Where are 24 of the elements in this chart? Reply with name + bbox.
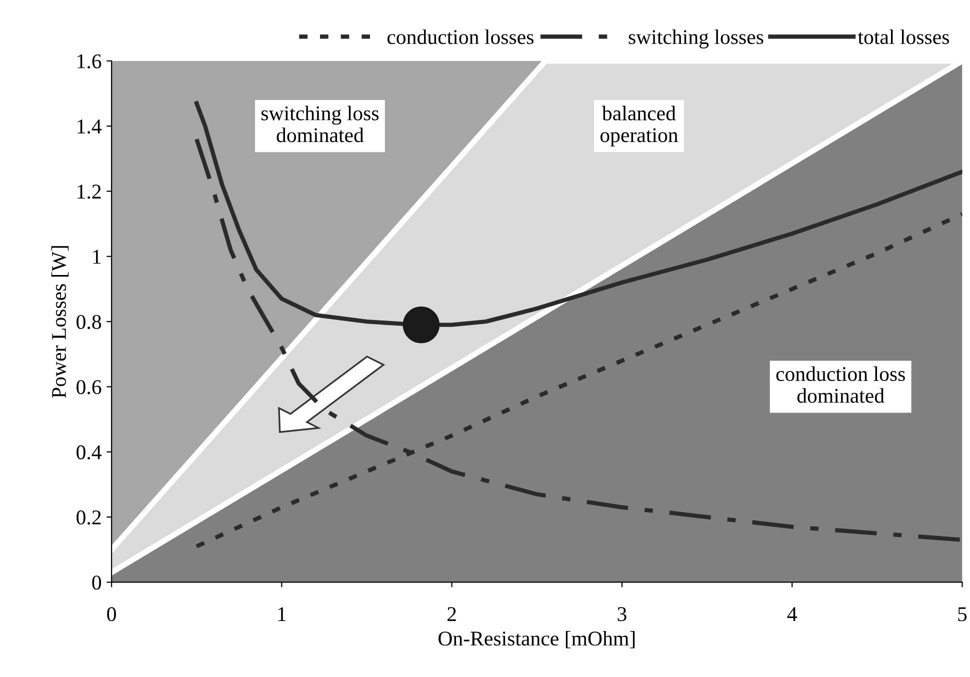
- legend-label: conduction losses: [387, 29, 534, 44]
- y-tick-label: 0: [92, 576, 102, 590]
- y-tick-label: 1.4: [78, 120, 102, 134]
- y-tick-label: 0.2: [76, 510, 101, 525]
- line-series: [194, 101, 962, 327]
- y-axis-title: Power Losses [W]: [51, 246, 69, 398]
- x-tick-label: 1: [278, 607, 286, 621]
- y-tick-label: 0.4: [76, 445, 102, 460]
- x-tick-label: 3: [618, 607, 626, 622]
- y-tick-label: 1: [93, 250, 101, 264]
- x-axis-title: On-Resistance [mOhm]: [438, 630, 635, 648]
- legend-label: switching losses: [628, 29, 764, 48]
- annotation: switching loss dominated: [262, 106, 379, 142]
- y-tick-label: 1.6: [78, 54, 102, 68]
- x-tick-label: 2: [448, 607, 456, 621]
- x-tick-label: 5: [958, 607, 967, 622]
- y-tick-label: 0.8: [76, 314, 102, 330]
- legend-label: total losses: [858, 29, 949, 44]
- annotation: conduction loss dominated: [776, 366, 905, 403]
- x-tick-label: 0: [107, 607, 116, 622]
- y-tick-label: 0.6: [76, 380, 102, 394]
- annotation: balanced operation: [600, 106, 678, 146]
- x-tick-label: 4: [787, 607, 797, 621]
- y-tick-label: 1.2: [78, 184, 101, 199]
